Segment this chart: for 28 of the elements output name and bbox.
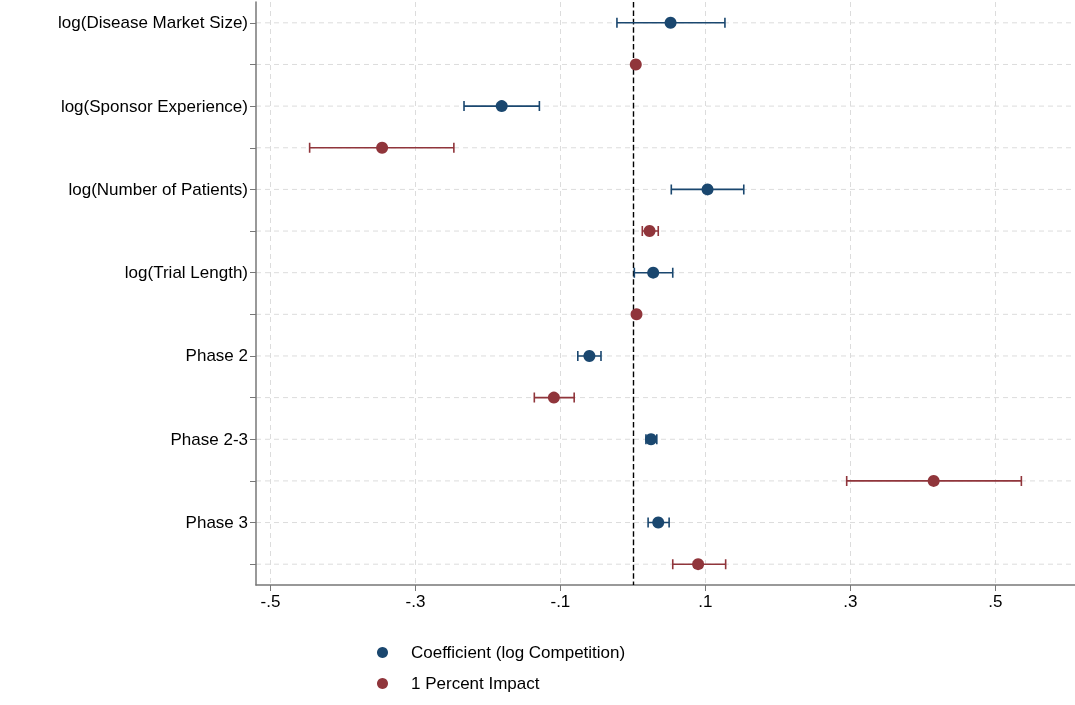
legend-label: Coefficient (log Competition) — [411, 643, 626, 662]
y-tick-label: Phase 3 — [185, 513, 248, 533]
x-tick-label: -.1 — [550, 592, 571, 611]
y-tick-label: Phase 2 — [185, 346, 248, 366]
x-tick-label: -.3 — [405, 592, 426, 611]
point — [495, 100, 508, 113]
point — [629, 58, 642, 71]
point — [583, 349, 596, 362]
point — [692, 558, 705, 571]
point — [547, 391, 560, 404]
point — [927, 474, 940, 487]
x-tick-label: .5 — [988, 592, 1003, 611]
x-tick-label: .3 — [843, 592, 858, 611]
point — [664, 16, 677, 29]
y-tick-label: log(Trial Length) — [124, 263, 248, 283]
x-tick-label: -.5 — [260, 592, 281, 611]
y-tick-label: Phase 2-3 — [170, 429, 248, 449]
point — [376, 141, 389, 154]
legend-label: 1 Percent Impact — [411, 674, 540, 693]
point — [647, 266, 660, 279]
y-tick-label: log(Number of Patients) — [68, 179, 248, 199]
point — [652, 516, 665, 529]
point — [701, 183, 714, 196]
y-tick-label: log(Sponsor Experience) — [60, 96, 248, 116]
point — [630, 308, 643, 321]
x-tick-label: .1 — [698, 592, 713, 611]
y-tick-label: log(Disease Market Size) — [58, 13, 248, 33]
point — [643, 225, 656, 238]
